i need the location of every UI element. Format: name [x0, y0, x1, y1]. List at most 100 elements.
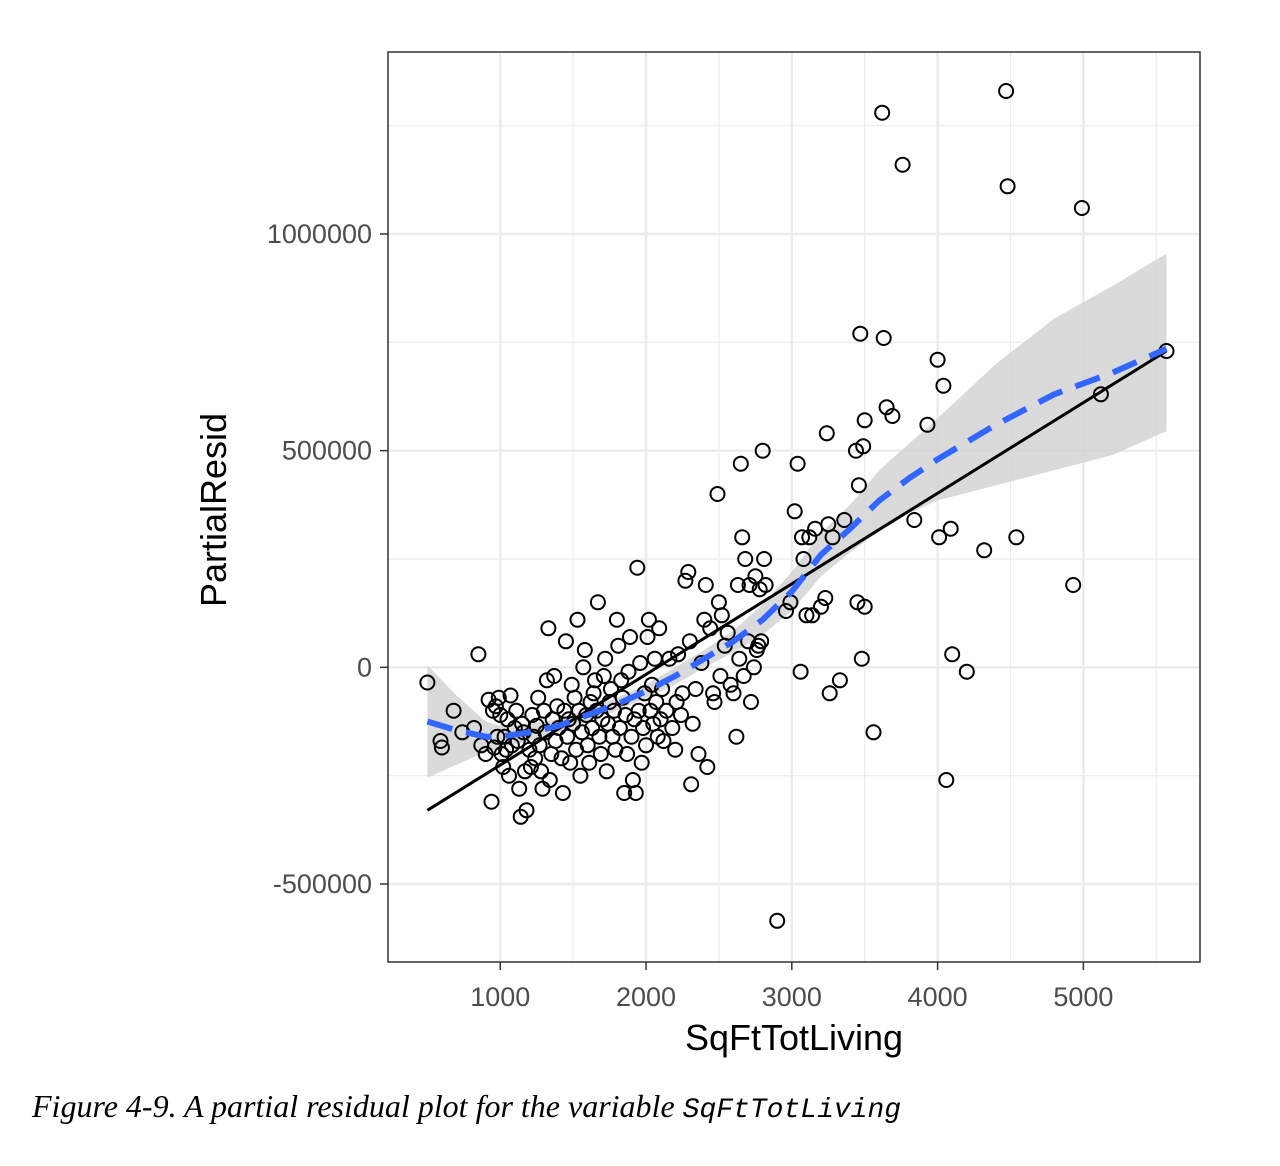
data-point [554, 785, 571, 801]
caption-variable-name: SqFtTotLiving [682, 1095, 902, 1126]
data-point [894, 156, 911, 173]
data-point [490, 689, 507, 706]
data-point [651, 620, 668, 637]
data-point [592, 746, 609, 762]
data-point [931, 529, 948, 546]
data-point [635, 720, 652, 736]
data-point [728, 728, 745, 745]
data-point [640, 611, 657, 628]
panel-background [388, 52, 1200, 962]
data-point [483, 793, 500, 810]
data-point [579, 737, 596, 754]
data-point [729, 577, 746, 593]
data-point [620, 663, 637, 680]
x-tick-label: 1000 [470, 982, 530, 1012]
data-point [821, 685, 838, 702]
data-point [786, 503, 803, 520]
caption-text: Figure 4-9. A partial residual plot for … [32, 1088, 683, 1124]
data-point [778, 603, 794, 619]
x-tick-label: 5000 [1053, 982, 1113, 1012]
data-point [754, 442, 771, 459]
data-point [874, 104, 891, 121]
data-point [487, 698, 504, 715]
data-point [976, 542, 993, 559]
data-point [587, 672, 603, 689]
data-point [929, 351, 946, 368]
data-point [541, 772, 558, 788]
data-point [569, 611, 586, 628]
data-point [518, 802, 535, 819]
data-point [1073, 200, 1090, 216]
data-point [502, 687, 519, 704]
data-point [673, 707, 689, 723]
data-point [677, 572, 694, 589]
data-point [655, 733, 672, 749]
data-point [856, 412, 873, 429]
data-point [850, 477, 867, 494]
data-point [1065, 577, 1082, 593]
data-point [589, 594, 606, 611]
figure-caption: Figure 4-9. A partial residual plot for … [32, 1088, 901, 1126]
data-point [745, 659, 762, 676]
data-point [616, 785, 633, 801]
data-point [629, 559, 646, 576]
data-point [664, 720, 681, 736]
x-axis-title: SqFtTotLiving [685, 1017, 903, 1058]
data-point [630, 702, 647, 719]
data-point [683, 776, 700, 793]
data-point [731, 650, 748, 667]
data-point [855, 438, 872, 455]
data-point [626, 711, 643, 728]
data-point [432, 733, 449, 749]
data-point [944, 646, 961, 663]
data-point [639, 629, 656, 645]
data-point [804, 607, 821, 624]
confidence-ribbon-layer [427, 253, 1167, 778]
y-tick-label: 500000 [282, 436, 372, 466]
data-point [562, 754, 579, 771]
data-point [792, 663, 809, 680]
y-tick-label: 1000000 [267, 219, 372, 249]
data-point [638, 737, 654, 754]
data-point [818, 425, 835, 442]
data-point [661, 650, 678, 667]
data-point [699, 759, 716, 775]
y-tick-label: -500000 [273, 869, 372, 899]
data-point [935, 377, 952, 394]
data-point [998, 83, 1015, 99]
data-point [690, 746, 707, 762]
data-point [712, 668, 729, 684]
data-point [753, 633, 770, 650]
data-point [623, 728, 640, 745]
data-point [1092, 386, 1109, 403]
data-point [627, 785, 644, 801]
major-gridlines [388, 52, 1200, 962]
x-tick-label: 3000 [762, 982, 822, 1012]
data-point [734, 529, 751, 546]
data-point [999, 178, 1016, 195]
data-point [572, 767, 589, 784]
panel-border [387, 51, 1201, 963]
data-point [576, 642, 593, 658]
data-point [501, 767, 517, 784]
data-point [632, 655, 649, 671]
data-point [737, 551, 754, 567]
data-point [906, 512, 923, 528]
data-point [743, 694, 759, 710]
data-point [831, 672, 848, 689]
partial-residual-chart: 1000 2000 3000 4000 5000 -500000 0 500000 10000… [193, 51, 1201, 1058]
data-point [658, 702, 675, 719]
data-point [938, 772, 955, 788]
data-point [875, 330, 892, 346]
data-point [648, 694, 665, 710]
confidence-ribbon [427, 253, 1167, 778]
data-point [697, 577, 714, 593]
data-point [419, 674, 436, 691]
data-point [608, 611, 625, 628]
data-point [573, 724, 590, 741]
data-point [1008, 529, 1025, 546]
data-point [705, 685, 722, 702]
data-point [597, 650, 614, 667]
data-point [813, 598, 829, 615]
smooth-line-layer [426, 346, 1168, 740]
